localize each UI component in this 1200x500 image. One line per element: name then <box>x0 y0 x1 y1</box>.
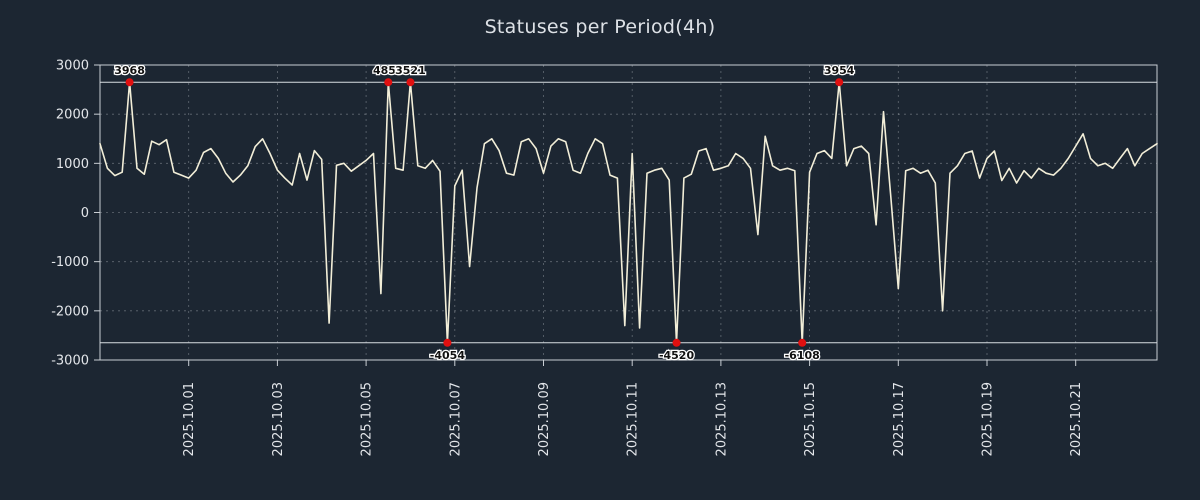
peak-label: 4853 <box>373 64 404 77</box>
peak-label: 3968 <box>114 64 145 77</box>
y-tick-label: -3000 <box>51 354 89 369</box>
x-tick-label: 2025.10.13 <box>714 382 729 456</box>
peak-marker <box>672 338 681 347</box>
peak-label: -4054 <box>430 349 466 362</box>
x-tick-label: 2025.10.19 <box>980 382 995 456</box>
x-tick-label: 2025.10.01 <box>182 382 197 456</box>
chart-title: Statuses per Period(4h) <box>484 16 716 38</box>
x-tick-label: 2025.10.09 <box>537 382 552 456</box>
x-tick-label: 2025.10.17 <box>892 382 907 456</box>
peak-label: 3521 <box>395 64 426 77</box>
peak-marker <box>443 338 452 347</box>
peak-marker <box>125 78 134 87</box>
peak-marker <box>406 78 415 87</box>
y-tick-label: 3000 <box>56 59 89 74</box>
y-tick-label: 1000 <box>56 157 89 172</box>
x-tick-label: 2025.10.05 <box>360 382 375 456</box>
series-line <box>99 81 1158 344</box>
peak-marker <box>835 78 844 87</box>
x-tick-label: 2025.10.07 <box>448 382 463 456</box>
peak-label: 3954 <box>824 64 855 77</box>
x-tick-label: 2025.10.03 <box>271 382 286 456</box>
peak-marker <box>798 338 807 347</box>
peak-label: -6108 <box>785 349 820 362</box>
y-tick-label: 0 <box>81 206 89 221</box>
peak-marker <box>384 78 393 87</box>
y-tick-label: -1000 <box>51 255 89 270</box>
peak-label: -4520 <box>659 349 695 362</box>
y-tick-label: -2000 <box>51 304 89 319</box>
x-tick-label: 2025.10.21 <box>1069 382 1084 456</box>
y-tick-label: 2000 <box>56 108 89 123</box>
x-tick-label: 2025.10.11 <box>626 382 641 456</box>
x-tick-label: 2025.10.15 <box>803 382 818 456</box>
